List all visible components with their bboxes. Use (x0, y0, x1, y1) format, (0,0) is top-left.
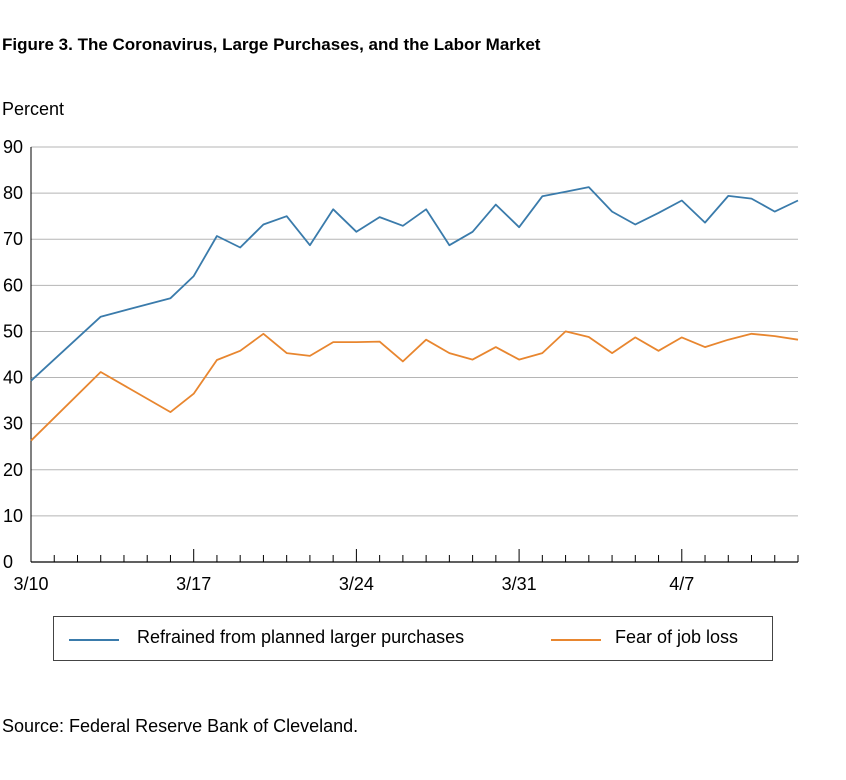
y-axis-unit-label: Percent (2, 99, 65, 119)
y-tick-label-10: 10 (3, 506, 23, 526)
x-tick-label-3-24: 3/24 (339, 574, 374, 594)
y-tick-label-40: 40 (3, 368, 23, 388)
legend-label-purchases: Refrained from planned larger purchases (137, 627, 465, 647)
series-line-job-loss (30, 330, 799, 442)
y-tick-label-50: 50 (3, 321, 23, 341)
y-tick-label-60: 60 (3, 275, 23, 295)
series-line-purchases (30, 186, 799, 382)
x-tick-label-3-31: 3/31 (502, 574, 537, 594)
x-tick-label-3-10: 3/10 (13, 574, 48, 594)
y-tick-label-0: 0 (3, 552, 13, 572)
legend-swatch-purchases (69, 639, 119, 641)
y-tick-label-90: 90 (3, 137, 23, 157)
legend-label-job-loss: Fear of job loss (615, 627, 739, 647)
y-tick-label-30: 30 (3, 414, 23, 434)
source-note: Source: Federal Reserve Bank of Clevelan… (2, 716, 359, 736)
legend-swatch-job-loss (551, 639, 601, 641)
chart-legend: Refrained from planned larger purchases … (53, 616, 773, 661)
line-chart: 0 10 20 30 40 50 60 70 80 90 3/10 3/17 3/24 3/31 4/7 (3, 137, 799, 594)
y-tick-label-20: 20 (3, 460, 23, 480)
x-tick-label-4-7: 4/7 (669, 574, 694, 594)
y-tick-label-70: 70 (3, 229, 23, 249)
y-tick-label-80: 80 (3, 183, 23, 203)
chart-title: Figure 3. The Coronavirus, Large Purchas… (2, 35, 541, 54)
x-tick-label-3-17: 3/17 (176, 574, 211, 594)
